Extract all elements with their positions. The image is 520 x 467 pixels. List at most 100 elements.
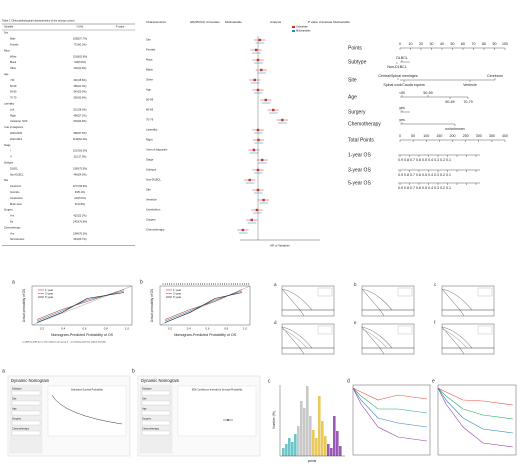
nomogram-tick-label: 10 (409, 42, 413, 46)
panel-letter: f (434, 320, 436, 325)
legend-box (477, 325, 493, 335)
select-box (141, 410, 171, 416)
nomogram-tick-label: 400 (502, 134, 508, 138)
panel-letter: e (432, 378, 435, 384)
histogram-bar (318, 396, 321, 456)
table-cell: Yes (10, 215, 15, 218)
hr-point (252, 148, 256, 152)
table-cell: 773(42.3%) (74, 43, 87, 46)
table-cell: Surgery (4, 209, 14, 212)
forest-label: Year of diagnosis (146, 148, 168, 152)
panel-letter: a (2, 368, 5, 374)
treat-all (361, 288, 385, 317)
panel-letter: a (12, 279, 15, 285)
table-cell: Ventricle (10, 191, 20, 194)
km-curve (437, 387, 514, 420)
legend-swatch (292, 30, 295, 32)
table-cell: Subtype (4, 161, 14, 164)
legend-box (477, 287, 493, 297)
select-box (141, 430, 171, 436)
field-label: Subtype (142, 387, 152, 391)
forest-label: Age (146, 88, 151, 92)
histogram-bar (303, 408, 306, 456)
histogram-bar (297, 426, 300, 456)
hr-point (257, 138, 260, 142)
plot-frame (47, 385, 127, 437)
plot-frame (441, 285, 495, 317)
table-cell: 1403(76.8%) (73, 220, 87, 223)
histogram-bar (300, 401, 303, 456)
plot-frame (361, 285, 415, 317)
hr-point (253, 78, 256, 82)
nomogram-tick-label: 50 (451, 42, 455, 46)
hr-point (241, 228, 245, 232)
forest-label: 60-69 (146, 108, 154, 112)
nomogram-tick-label: 50-59 (423, 91, 432, 95)
plot-title: 95% Confidence Interval for Survival Pro… (192, 389, 243, 392)
hr-point (254, 48, 258, 52)
treat-all (281, 326, 305, 355)
field-label: Surgery (142, 417, 152, 421)
nomogram-tick-label: 20 (419, 42, 423, 46)
field-label: Chemotherapy (12, 427, 30, 431)
forest-header: Multivariable (225, 20, 242, 24)
nomogram-row-label: Surgery (348, 109, 366, 115)
table-cell: 94(5.1%) (75, 191, 85, 194)
histogram-bar (321, 421, 324, 456)
sidebar (9, 384, 43, 454)
x-tick-label: 0.6 (206, 327, 210, 331)
table-cell: Non-DLBCL (10, 173, 24, 176)
x-axis-label: points (308, 459, 317, 463)
table-cell: Race (4, 49, 10, 52)
plot-frame (437, 384, 517, 456)
table-cell: 559(30.6%) (74, 97, 87, 100)
table-cell: 1380(75.5%) (73, 167, 87, 170)
legend-swatch (292, 26, 295, 28)
plot-frame (177, 385, 257, 437)
histogram-bar (312, 430, 315, 456)
field-label: Age (142, 407, 147, 411)
panel-letter: c (268, 378, 271, 384)
nomogram-tick-label: Ventricle (463, 83, 477, 87)
x-tick-label: 0.8 (224, 327, 228, 331)
forest-label: Subtype (146, 168, 157, 172)
table-cell: Unilateral, NOS (10, 120, 28, 123)
panel-letter: d (274, 320, 277, 325)
histogram-bar (309, 416, 312, 456)
table-cell: 425(23.2%) (74, 215, 87, 218)
forest-axis-label: HR of Variables (270, 244, 290, 248)
table-cell: 206(11.3%) (74, 67, 87, 70)
histogram-bar (336, 431, 339, 456)
x-tick-label: 0.4 (61, 327, 65, 331)
legend-box (317, 325, 333, 335)
legend-box (397, 287, 413, 297)
select-box (11, 430, 41, 436)
table-cell: White (10, 55, 17, 58)
panel-letter: b (140, 279, 143, 285)
plot-title: Estimated Survival Probability (71, 389, 103, 392)
histogram-bar (282, 448, 285, 456)
point (227, 419, 229, 421)
forest-header: HR(95%CI) Univariate (190, 20, 220, 24)
table-header: Variable (4, 25, 14, 29)
select-box (141, 390, 171, 396)
nomogram-tick-label: 200 (450, 134, 456, 138)
nomogram-tick-label: 40 (440, 42, 444, 46)
table-cell: 1394(76.3%) (73, 232, 87, 235)
hr-point (256, 58, 260, 62)
select-box (141, 420, 171, 426)
forest-label: Laterality (146, 128, 158, 132)
forest-label: Black (146, 68, 153, 72)
y-axis-label: Actual probability of OS (22, 289, 26, 322)
legend-label: 3 year (45, 291, 53, 295)
nomogram-tick-label: no/unknown (445, 127, 464, 131)
histogram-bar (288, 438, 291, 456)
calibration-curve (36, 292, 125, 323)
field-label: Subtype (12, 387, 22, 391)
table-header: P value (116, 25, 125, 29)
legend-box (397, 325, 413, 335)
x-tick-label: 0.4 (187, 327, 191, 331)
app-title: Dynamic Nomogram (141, 378, 180, 383)
model-curve (281, 288, 313, 311)
forest-label: Cerebellum (146, 208, 161, 212)
